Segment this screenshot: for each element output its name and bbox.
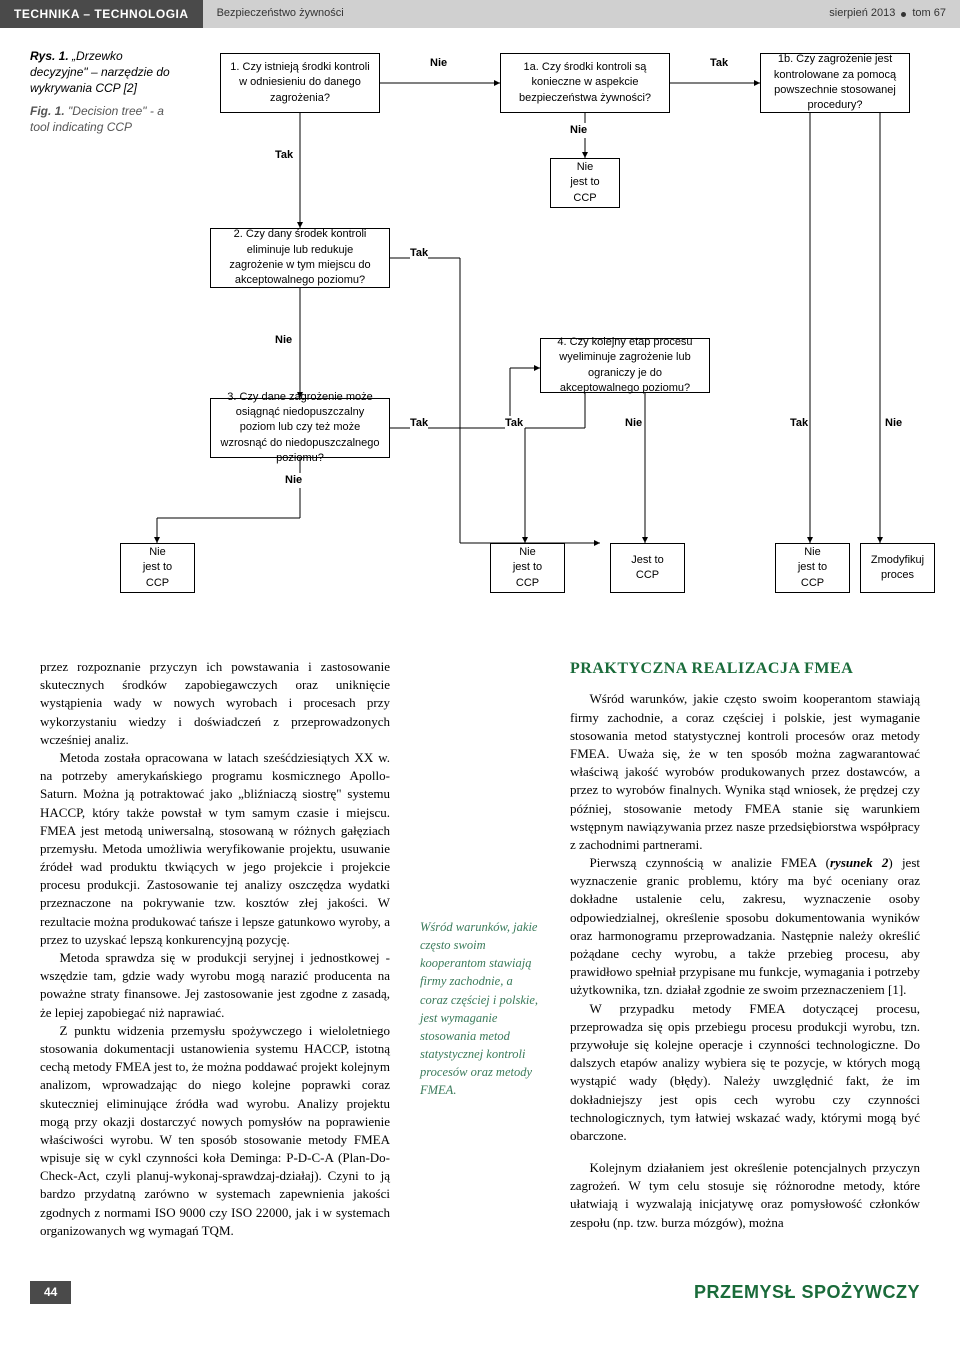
paragraph: Metoda została opracowana w latach sześć… [40,749,390,949]
label-tak: Tak [410,246,428,261]
box-1: 1. Czy istnieją środki kontroli w odnies… [220,53,380,113]
paragraph: W przypadku metody FMEA dotyczącej proce… [570,1000,920,1146]
article-body: przez rozpoznanie przyczyn ich powstawan… [0,638,960,1280]
publication-brand: PRZEMYSŁ SPOŻYWCZY [694,1280,920,1305]
box-not-ccp-2: Nie jest to CCP [490,543,565,593]
dot-separator [901,12,906,17]
box-modify: Zmodyfikuj proces [860,543,935,593]
subsection-label: Bezpieczeństwo żywności [203,0,816,28]
paragraph: Wśród warunków, jakie często swoim koope… [570,690,920,854]
label-nie: Nie [885,416,902,431]
box-not-ccp-top: Nie jest to CCP [550,158,620,208]
paragraph: Kolejnym działaniem jest określenie pote… [570,1159,920,1232]
label-nie: Nie [430,56,447,71]
label-nie: Nie [570,123,587,138]
right-column: PRAKTYCZNA REALIZACJA FMEA Wśród warunkó… [570,658,920,1240]
label-nie: Nie [285,473,302,488]
label-tak: Tak [410,416,428,431]
box-2: 2. Czy dany środek kontroli eliminuje lu… [210,228,390,288]
section-label: TECHNIKA – TECHNOLOGIA [0,0,203,28]
left-column: przez rozpoznanie przyczyn ich powstawan… [40,658,390,1240]
section-heading: PRAKTYCZNA REALIZACJA FMEA [570,658,920,680]
page-header: TECHNIKA – TECHNOLOGIA Bezpieczeństwo ży… [0,0,960,28]
box-3: 3. Czy dane zagrożenie może osiągnąć nie… [210,398,390,458]
label-nie: Nie [625,416,642,431]
box-not-ccp-3: Nie jest to CCP [775,543,850,593]
diagram-connectors [30,48,910,608]
label-tak: Tak [275,148,293,163]
box-1a: 1a. Czy środki kontroli są konieczne w a… [500,53,670,113]
page-footer: 44 PRZEMYSŁ SPOŻYWCZY [0,1280,960,1315]
paragraph: Z punktu widzenia przemysłu spożywczego … [40,1022,390,1240]
paragraph: Metoda sprawdza się w produkcji seryjnej… [40,949,390,1022]
box-4: 4. Czy kolejny etap procesu wyeliminuje … [540,338,710,393]
box-is-ccp: Jest to CCP [610,543,685,593]
label-tak: Tak [505,416,523,431]
pullquote: Wśród warunków, jakie często swoim koope… [420,658,540,1240]
issue-label: sierpień 2013 tom 67 [815,0,960,28]
decision-tree-diagram: 1. Czy istnieją środki kontroli w odnies… [30,48,910,608]
paragraph: przez rozpoznanie przyczyn ich powstawan… [40,658,390,749]
box-1b: 1b. Czy zagrożenie jest kontrolowane za … [760,53,910,113]
label-nie: Nie [275,333,292,348]
label-tak: Tak [790,416,808,431]
label-tak: Tak [710,56,728,71]
paragraph: Pierwszą czynnością w analizie FMEA (rys… [570,854,920,1000]
figure-1-area: Rys. 1. „Drzewko decyzyjne" – narzędzie … [0,28,960,638]
box-not-ccp-1: Nie jest to CCP [120,543,195,593]
page-number: 44 [30,1281,71,1304]
